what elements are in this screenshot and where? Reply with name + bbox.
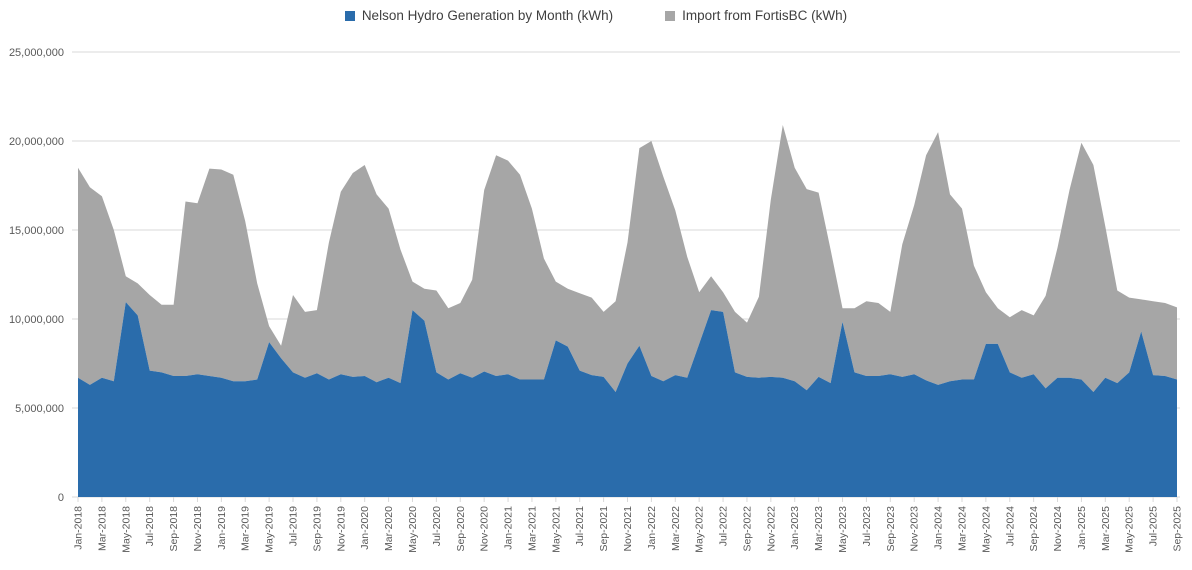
x-axis-tick-label: Jul-2019 — [288, 506, 300, 546]
x-axis-tick-label: Mar-2023 — [813, 506, 825, 551]
x-axis-tick-label: Jul-2018 — [144, 506, 156, 546]
x-axis-tick-label: Jan-2023 — [789, 506, 801, 550]
legend-label-import: Import from FortisBC (kWh) — [682, 8, 848, 23]
x-axis-tick-label: Mar-2018 — [96, 506, 108, 551]
x-axis-tick-label: Mar-2024 — [956, 506, 968, 551]
generation-area-series — [78, 302, 1177, 497]
x-axis-tick-label: May-2022 — [694, 506, 706, 553]
x-axis-tick-label: May-2018 — [120, 506, 132, 553]
x-axis-tick-label: Nov-2022 — [765, 506, 777, 552]
x-axis-tick-label: Mar-2022 — [670, 506, 682, 551]
chart-legend: Nelson Hydro Generation by Month (kWh) I… — [0, 8, 1192, 23]
x-axis-tick-label: Nov-2023 — [909, 506, 921, 552]
x-axis-tick-label: Nov-2024 — [1052, 506, 1064, 552]
y-axis-tick-label: 5,000,000 — [15, 403, 64, 415]
legend-label-generation: Nelson Hydro Generation by Month (kWh) — [361, 8, 614, 23]
x-axis-tick-label: May-2021 — [550, 506, 562, 553]
x-axis-tick-label: Jan-2021 — [503, 506, 515, 550]
x-axis-tick-label: Sep-2020 — [455, 506, 467, 552]
y-axis-tick-label: 20,000,000 — [9, 136, 64, 148]
y-axis-tick-label: 10,000,000 — [9, 314, 64, 326]
legend-swatch-import-icon — [665, 10, 676, 21]
x-axis-tick-label: May-2025 — [1124, 506, 1136, 553]
x-axis-tick-label: Jan-2025 — [1076, 506, 1088, 550]
legend-swatch-generation-icon — [344, 10, 355, 21]
x-axis-tick-label: May-2020 — [407, 506, 419, 553]
x-axis-tick-label: Jan-2022 — [646, 506, 658, 550]
x-axis-tick-label: May-2024 — [980, 506, 992, 553]
x-axis-tick-label: Nov-2020 — [479, 506, 491, 552]
x-axis-tick-label: Jan-2024 — [933, 506, 945, 550]
x-axis-tick-label: Sep-2022 — [741, 506, 753, 552]
x-axis-tick-label: May-2019 — [264, 506, 276, 553]
y-axis-tick-label: 15,000,000 — [9, 225, 64, 237]
x-axis-tick-label: Mar-2019 — [240, 506, 252, 551]
x-axis-tick-label: Jul-2024 — [1004, 506, 1016, 546]
legend-item-generation[interactable]: Nelson Hydro Generation by Month (kWh) — [344, 8, 614, 23]
x-axis-tick-label: Sep-2021 — [598, 506, 610, 552]
import-area-series — [78, 125, 1177, 392]
x-axis-tick-label: Jul-2023 — [861, 506, 873, 546]
x-axis-tick-label: Mar-2025 — [1100, 506, 1112, 551]
x-axis-tick-label: Jul-2025 — [1148, 506, 1160, 546]
x-axis-tick-label: Sep-2025 — [1172, 506, 1184, 552]
x-axis-tick-label: Nov-2018 — [192, 506, 204, 552]
x-axis-tick-label: Jan-2018 — [73, 506, 85, 550]
x-axis-tick-label: Jul-2020 — [431, 506, 443, 546]
legend-item-import[interactable]: Import from FortisBC (kWh) — [665, 8, 847, 23]
x-axis-tick-label: May-2023 — [837, 506, 849, 553]
x-axis-tick-label: Mar-2021 — [526, 506, 538, 551]
x-axis-tick-label: Sep-2019 — [311, 506, 323, 552]
x-axis-tick-label: Mar-2020 — [383, 506, 395, 551]
x-axis-tick-label: Jan-2019 — [216, 506, 228, 550]
x-axis-tick-label: Sep-2023 — [885, 506, 897, 552]
x-axis-tick-label: Nov-2019 — [335, 506, 347, 552]
x-axis-tick-label: Sep-2024 — [1028, 506, 1040, 552]
x-axis-tick-label: Sep-2018 — [168, 506, 180, 552]
y-axis-tick-label: 25,000,000 — [9, 47, 64, 59]
x-axis-tick-label: Jul-2022 — [718, 506, 730, 546]
x-axis-tick-label: Jul-2021 — [574, 506, 586, 546]
y-axis-tick-label: 0 — [58, 492, 64, 504]
x-axis-tick-label: Jan-2020 — [359, 506, 371, 550]
x-axis-tick-label: Nov-2021 — [622, 506, 634, 552]
